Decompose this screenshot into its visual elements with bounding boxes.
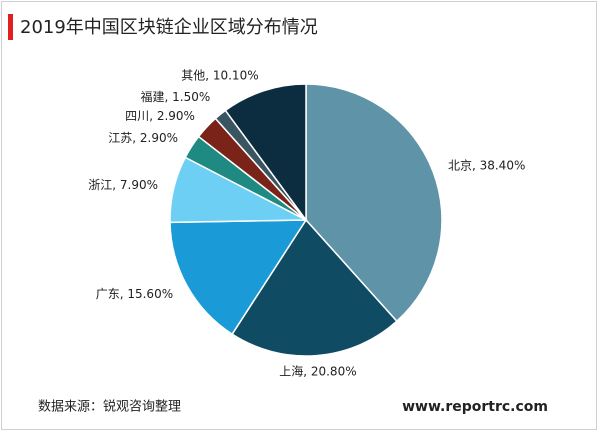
data-label: 上海, 20.80%: [279, 363, 356, 378]
data-label: 四川, 2.90%: [125, 109, 195, 123]
label-separator: ,: [132, 131, 140, 145]
source: 数据来源：锐观咨询整理: [38, 400, 181, 415]
label-category: 福建: [141, 89, 165, 104]
label-separator: ,: [303, 364, 311, 378]
label-value: 1.50%: [172, 90, 210, 104]
data-label: 北京, 38.40%: [448, 158, 525, 172]
label-separator: ,: [112, 178, 120, 192]
pie-slice: [169, 219, 308, 336]
label-category: 其他: [181, 68, 205, 82]
title-accent: [8, 14, 13, 40]
chart-title: 2019年中国区块链企业区域分布情况: [20, 17, 318, 38]
label-value: 38.40%: [480, 158, 526, 172]
pie-slice: [231, 218, 398, 357]
data-label: 广东, 15.60%: [96, 286, 173, 300]
label-value: 7.90%: [120, 178, 158, 192]
label-value: 20.80%: [311, 364, 357, 378]
label-value: 10.10%: [213, 68, 259, 82]
label-value: 2.90%: [140, 131, 178, 145]
label-value: 2.90%: [157, 109, 195, 123]
label-separator: ,: [472, 158, 480, 172]
label-category: 北京: [448, 158, 472, 172]
label-category: 四川: [125, 109, 149, 123]
pie-slice: [224, 83, 307, 223]
data-label: 其他, 10.10%: [181, 68, 258, 82]
label-category: 广东: [96, 286, 120, 300]
label-separator: ,: [205, 68, 213, 82]
label-separator: ,: [149, 109, 157, 123]
label-value: 15.60%: [127, 286, 173, 300]
data-label: 浙江, 7.90%: [88, 178, 158, 192]
label-category: 上海: [279, 363, 303, 378]
label-category: 江苏: [108, 131, 132, 145]
label-category: 浙江: [88, 178, 112, 192]
pie-slice: [305, 83, 443, 323]
data-label: 福建, 1.50%: [141, 89, 211, 104]
data-label: 江苏, 2.90%: [108, 131, 178, 145]
watermark: www.reportrc.com: [402, 399, 548, 415]
label-separator: ,: [120, 286, 128, 300]
label-separator: ,: [165, 90, 173, 104]
